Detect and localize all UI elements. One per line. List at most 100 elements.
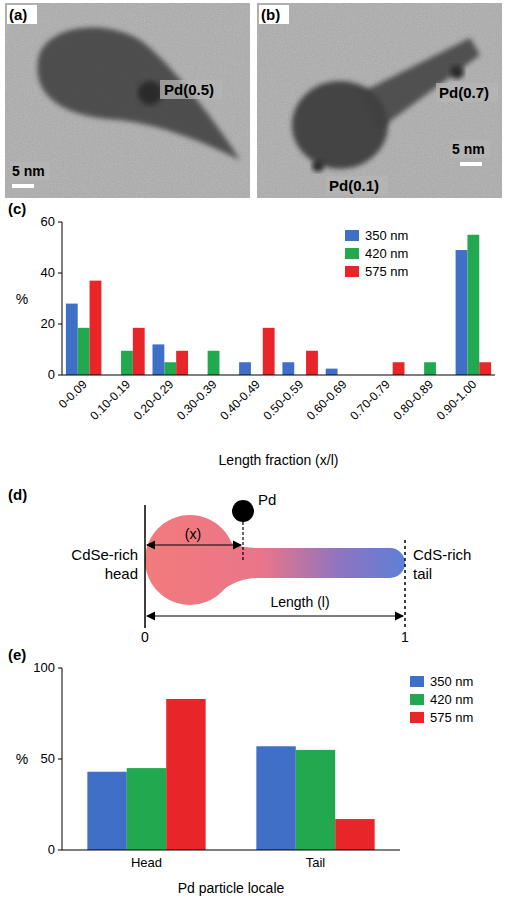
scale-end: 1 (401, 629, 409, 645)
label-patch (160, 80, 222, 99)
bar (90, 281, 102, 375)
pd-particle (232, 500, 254, 522)
panel-letter: (a) (9, 6, 27, 23)
y-tick (58, 222, 62, 223)
rod-head (145, 515, 235, 605)
end-label-line: tail (413, 565, 432, 582)
bar (176, 351, 188, 375)
legend-label: 350 nm (365, 228, 408, 243)
x-tick-label: Tail (306, 855, 326, 870)
figure: Pd(0.5)5 nm(a)Pd(0.7)Pd(0.1)5 nm(b)(c)02… (0, 0, 506, 905)
letter-patch (7, 5, 37, 24)
bar (467, 235, 479, 375)
bars (66, 235, 491, 375)
bar (335, 819, 374, 850)
x-tick-label: 0.50-0.59 (261, 377, 307, 423)
panel-letter: (b) (261, 6, 280, 23)
legend-swatch (410, 694, 424, 705)
legend-swatch (345, 230, 359, 241)
x-tick-label: 0.90-1.00 (434, 377, 480, 423)
label-patch (326, 176, 388, 195)
legend-label: 350 nm (430, 674, 473, 689)
scale-label: 5 nm (452, 141, 485, 157)
x-tick-label: 0.10-0.19 (87, 377, 133, 423)
bar (78, 328, 90, 375)
scale-start: 0 (141, 629, 149, 645)
legend-swatch (345, 248, 359, 259)
y-tick-label: 20 (41, 316, 55, 331)
y-axis (62, 222, 63, 375)
x-tick-label: 0.30-0.39 (174, 377, 220, 423)
bars (87, 699, 374, 850)
bar (263, 328, 275, 375)
x-axis-title: Pd particle locale (178, 880, 285, 896)
image-noise (257, 3, 502, 198)
y-axis-title: % (16, 291, 28, 307)
bar (87, 772, 126, 850)
legend-label: 420 nm (430, 692, 473, 707)
end-label-line: CdS-rich (413, 546, 471, 563)
x-axis (62, 375, 495, 376)
end-label: CdS-rich tail (413, 546, 471, 582)
end-label-line: head (105, 565, 138, 582)
y-tick-label: 50 (41, 751, 55, 766)
bar-chart: (e)050100HeadTailPd particle locale%350 … (8, 646, 473, 896)
x-tick-label: 0-0.09 (56, 377, 90, 411)
pd-particle (450, 65, 464, 79)
x-tick-label: 0.60-0.69 (304, 377, 350, 423)
bar-chart: (c)02040600-0.090.10-0.190.20-0.290.30-0… (8, 200, 495, 468)
y-tick-label: 0 (48, 842, 55, 857)
panel-letter: (e) (8, 646, 26, 663)
y-tick (58, 324, 62, 325)
letter-patch (259, 5, 289, 24)
x-arrow (147, 544, 241, 545)
bar (66, 304, 78, 375)
legend: 350 nm 420 nm 575 nm (345, 228, 408, 279)
label-patch (436, 83, 498, 102)
panel-letter: (d) (8, 486, 27, 503)
y-tick (58, 375, 62, 376)
legend-label: 575 nm (430, 710, 473, 725)
x-tick-label: 0.80-0.89 (390, 377, 436, 423)
y-tick (58, 273, 62, 274)
x-tick-label: 0.70-0.79 (347, 377, 393, 423)
bar (208, 351, 220, 375)
scale-bar (460, 162, 482, 166)
end-line (404, 540, 406, 628)
legend-swatch (410, 712, 424, 723)
bar (152, 344, 164, 375)
scale-label: 5 nm (12, 163, 45, 179)
x-axis-title: Length fraction (x/l) (219, 452, 339, 468)
bar (256, 746, 295, 850)
y-tick-label: 0 (48, 367, 55, 382)
bar (164, 362, 176, 375)
legend: 350 nm 420 nm 575 nm (410, 674, 473, 725)
legend-label: 420 nm (365, 246, 408, 261)
legend-label: 575 nm (365, 264, 408, 279)
panel-letter: (c) (8, 200, 26, 217)
bar (127, 768, 166, 850)
x-label: (x) (185, 526, 201, 542)
particle-label: Pd(0.1) (329, 177, 379, 194)
x-tick-label: 0.20-0.29 (131, 377, 177, 423)
scale-bar (12, 184, 34, 188)
image-noise (5, 3, 250, 198)
legend-swatch (410, 676, 424, 687)
length-label: Length (l) (270, 594, 329, 610)
y-tick (58, 850, 62, 851)
pd-drop-line (242, 522, 243, 560)
x-axis (62, 850, 400, 851)
y-tick-label: 100 (33, 660, 55, 675)
diagram: (d)Pd(x)Length (l)01CdSe-richheadCdS-ric… (8, 486, 471, 645)
legend-swatch (345, 266, 359, 277)
y-axis-title: % (16, 751, 28, 767)
bar (326, 369, 338, 375)
x-tick-label: 0.40-0.49 (217, 377, 263, 423)
bar (239, 362, 251, 375)
micrograph: Pd(0.7)Pd(0.1)5 nm(b) (257, 3, 502, 198)
pd-particle (138, 81, 162, 105)
bar (393, 362, 405, 375)
y-tick (58, 668, 62, 669)
start-line (144, 505, 146, 628)
bar (121, 351, 133, 375)
